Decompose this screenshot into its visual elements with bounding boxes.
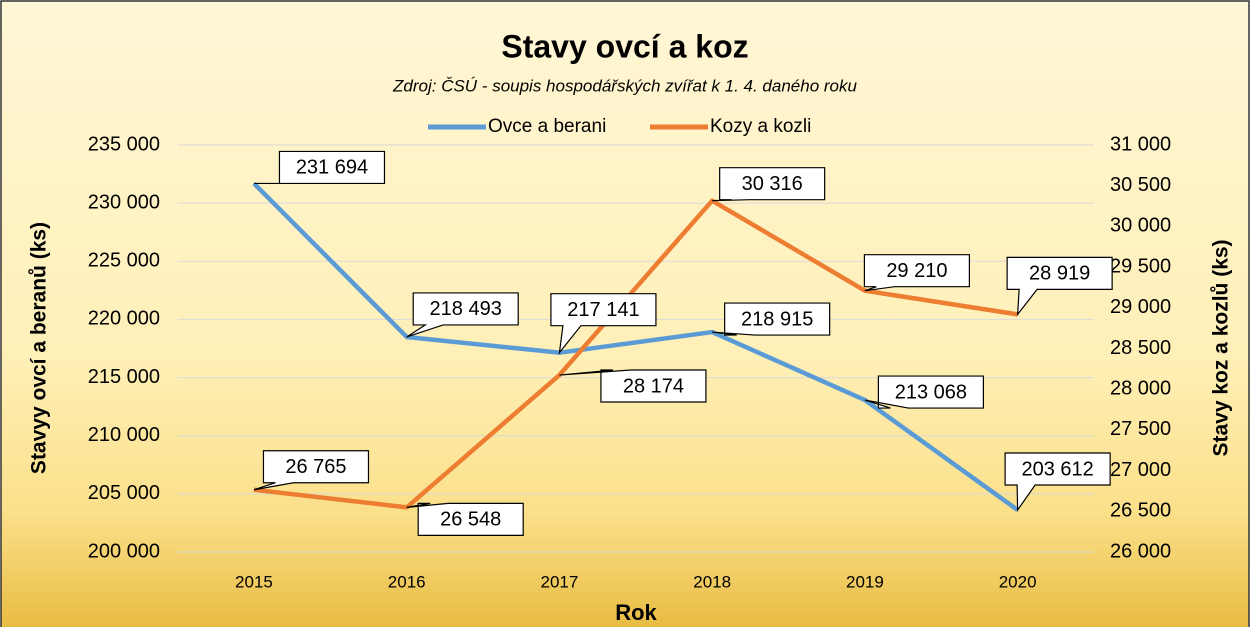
data-label-box [406, 502, 524, 536]
x-tick-label: 2016 [388, 572, 426, 591]
y-tick-label: 215 000 [88, 366, 160, 388]
x-tick-label: 2015 [235, 572, 273, 591]
data-label: 218 915 [741, 308, 813, 330]
y2-tick-label: 26 500 [1110, 500, 1171, 522]
data-label: 26 548 [440, 509, 501, 531]
data-label: 218 493 [430, 298, 502, 320]
legend-label: Ovce a berani [488, 116, 606, 137]
chart-title: Stavy ovcí a koz [501, 28, 748, 64]
data-label: 29 210 [886, 260, 947, 282]
data-label-box [712, 302, 831, 336]
y-tick-label: 230 000 [88, 191, 160, 213]
y2-tick-label: 27 000 [1110, 459, 1171, 481]
y-tick-label: 220 000 [88, 308, 160, 330]
chart-subtitle: Zdroj: ČSÚ - soupis hospodářských zvířat… [392, 76, 857, 95]
x-tick-label: 2017 [541, 572, 579, 591]
data-label: 217 141 [567, 299, 639, 321]
legend-label: Kozy a kozli [710, 116, 811, 137]
x-tick-label: 2020 [999, 572, 1037, 591]
data-label: 28 174 [623, 375, 684, 397]
y2-tick-label: 30 000 [1110, 215, 1171, 237]
data-label-box [406, 292, 519, 338]
data-label-box [863, 254, 970, 292]
x-tick-label: 2018 [693, 572, 731, 591]
data-label-box [712, 167, 826, 202]
x-tick-label: 2019 [846, 572, 884, 591]
y2-tick-label: 28 500 [1110, 337, 1171, 359]
y-tick-label: 235 000 [88, 133, 160, 155]
series-line [253, 198, 1018, 510]
y2-tick-label: 30 500 [1110, 174, 1171, 196]
data-label-box [550, 293, 657, 355]
y-axis-title: Stavyy ovcí a beranů (ks) [28, 222, 51, 474]
data-label: 231 694 [296, 157, 368, 179]
y-tick-label: 210 000 [88, 424, 160, 446]
data-label: 30 316 [742, 173, 803, 195]
x-axis-title: Rok [615, 600, 657, 625]
y-tick-label: 225 000 [88, 250, 160, 272]
y2-tick-label: 28 000 [1110, 377, 1171, 399]
y2-tick-label: 29 000 [1110, 296, 1171, 318]
data-label: 203 612 [1021, 458, 1093, 480]
data-label-box [253, 450, 370, 491]
y-tick-label: 200 000 [88, 540, 160, 562]
data-label-box [559, 369, 707, 403]
data-label-box [1004, 452, 1111, 512]
y2-tick-label: 26 000 [1110, 540, 1171, 562]
y2-tick-label: 31 000 [1110, 133, 1171, 155]
data-label-box [253, 150, 386, 185]
data-label-box [864, 375, 984, 409]
y2-axis-title: Stavy koz a kozlů (ks) [1210, 239, 1233, 456]
data-label: 213 068 [895, 381, 967, 403]
y2-tick-label: 27 500 [1110, 418, 1171, 440]
series-line [252, 181, 1019, 512]
data-label-box [1006, 256, 1113, 317]
y2-tick-label: 29 500 [1110, 255, 1171, 277]
y-tick-label: 205 000 [88, 482, 160, 504]
data-label: 26 765 [285, 456, 346, 478]
data-label: 28 919 [1029, 263, 1090, 285]
